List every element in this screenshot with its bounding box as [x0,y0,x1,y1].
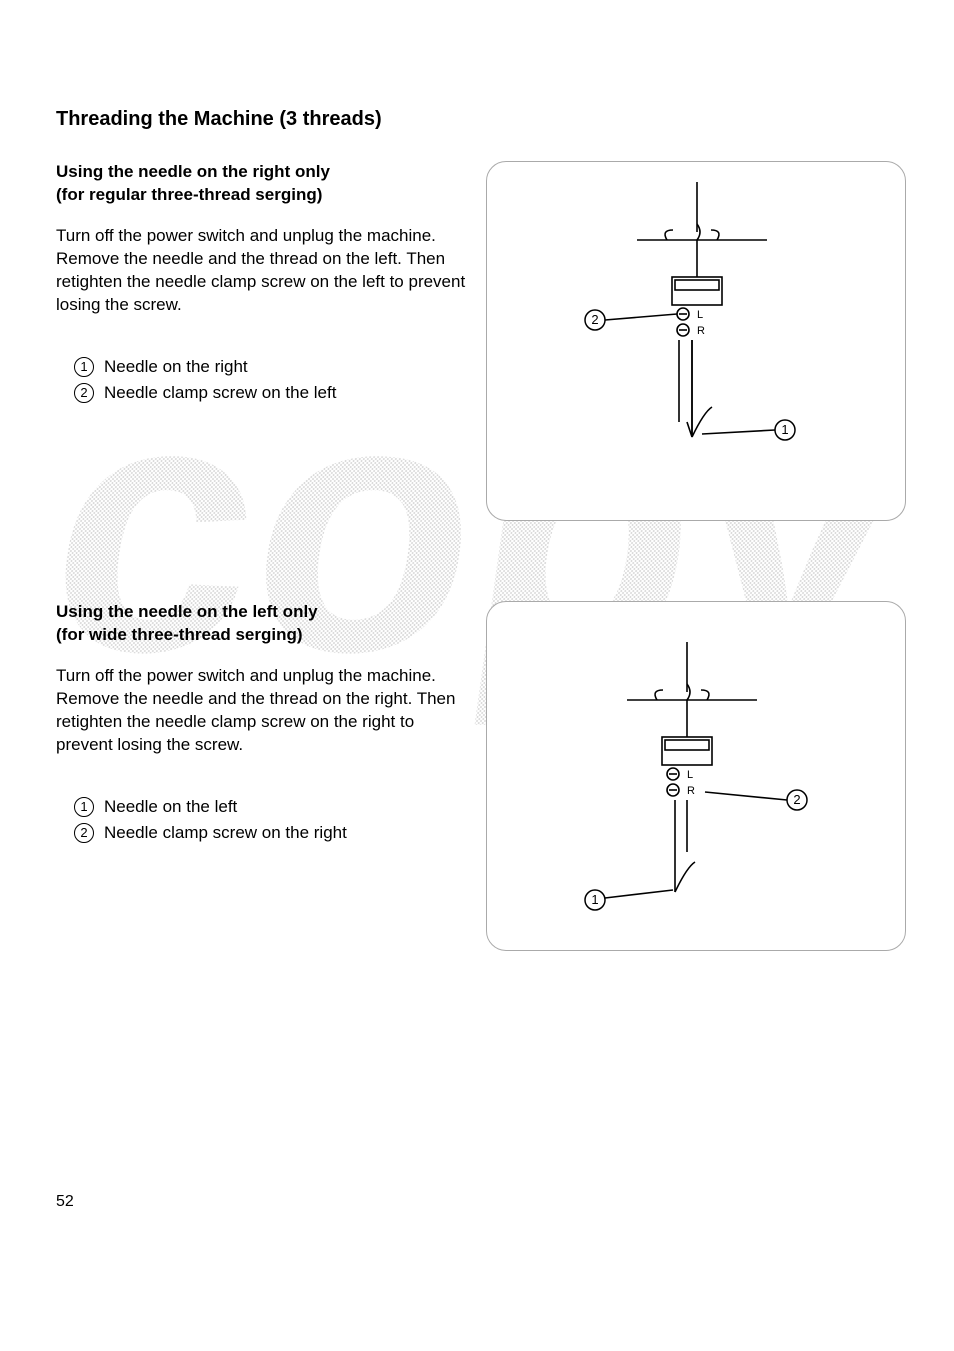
callout-number-icon: 1 [74,357,94,377]
figure-callout-1: 1 [781,422,788,437]
callout-number-icon: 2 [74,383,94,403]
figure-label-R: R [697,325,705,337]
callout-label: Needle on the left [104,797,237,817]
section2-callout-1: 1 Needle on the left [74,797,466,817]
callout-number-icon: 2 [74,823,94,843]
section1-callout-2: 2 Needle clamp screw on the left [74,383,466,403]
section1-diagram: L R 2 [487,162,907,522]
section2-callout-list: 1 Needle on the left 2 Needle clamp scre… [56,797,466,843]
section2-body: Turn off the power switch and unplug the… [56,665,466,757]
section2-diagram: L R 2 1 [487,602,907,952]
figure-callout-2: 2 [591,312,598,327]
section2-text-column: Using the needle on the left only (for w… [56,601,466,951]
callout-label: Needle clamp screw on the right [104,823,347,843]
figure-label-L: L [697,309,703,321]
section2-callout-2: 2 Needle clamp screw on the right [74,823,466,843]
section1-figure-frame: L R 2 [486,161,906,521]
section1-text-column: Using the needle on the right only (for … [56,161,466,521]
page-number: 52 [56,1193,74,1211]
section2-figure-frame: L R 2 1 [486,601,906,951]
figure-callout-1: 1 [591,892,598,907]
document-page: Threading the Machine (3 threads) Using … [0,0,954,1351]
section1-callout-list: 1 Needle on the right 2 Needle clamp scr… [56,357,466,403]
section2-figure-column: L R 2 1 [486,601,906,951]
section1-subtitle-line2: (for regular three-thread serging) [56,185,322,204]
section2-subtitle-line1: Using the needle on the left only [56,602,318,621]
figure-label-R: R [687,785,695,797]
section1-figure-column: L R 2 [486,161,906,521]
page-title: Threading the Machine (3 threads) [56,108,898,131]
callout-label: Needle clamp screw on the left [104,383,336,403]
section-left-needle: Using the needle on the left only (for w… [56,601,898,951]
section2-subtitle: Using the needle on the left only (for w… [56,601,466,647]
section-right-needle: Using the needle on the right only (for … [56,161,898,521]
section1-subtitle: Using the needle on the right only (for … [56,161,466,207]
callout-label: Needle on the right [104,357,248,377]
section2-subtitle-line2: (for wide three-thread serging) [56,625,303,644]
figure-callout-2: 2 [793,792,800,807]
section1-body: Turn off the power switch and unplug the… [56,225,466,317]
section1-callout-1: 1 Needle on the right [74,357,466,377]
figure-label-L: L [687,769,693,781]
callout-number-icon: 1 [74,797,94,817]
section1-subtitle-line1: Using the needle on the right only [56,162,330,181]
